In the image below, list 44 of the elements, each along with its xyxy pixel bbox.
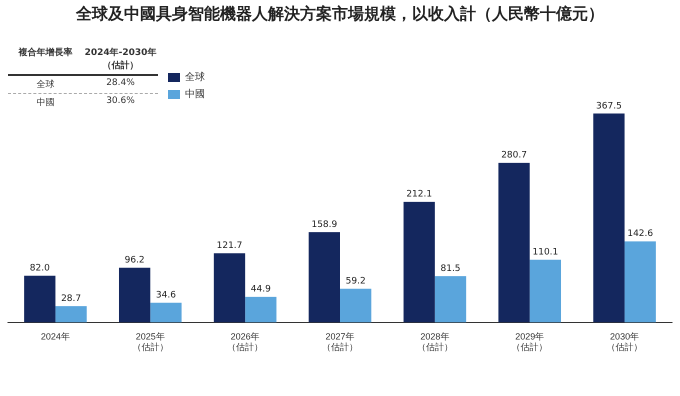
data-label: 82.0	[30, 264, 50, 274]
x-tick-label: 2029年（估計）	[512, 331, 548, 352]
data-label: 34.6	[156, 290, 176, 301]
text: 30.6%	[105, 96, 136, 108]
data-label: 81.5	[440, 264, 461, 274]
legend-label: 中國	[185, 88, 205, 101]
data-label: 158.9	[311, 220, 338, 230]
data-label: 121.7	[216, 241, 242, 252]
x-tick-label: 2026年（估計）	[227, 331, 264, 352]
data-label: 59.2	[346, 276, 366, 287]
bar	[593, 113, 625, 322]
chart-title: 全球及中國具身智能機器人解決方案市場規模，以收入計（人民幣十億元）	[74, 4, 605, 25]
bar	[340, 288, 372, 322]
x-tick-label: 2025年（估計）	[132, 331, 168, 352]
bar	[150, 302, 182, 322]
x-tick-label: 2024年	[40, 331, 70, 342]
data-label: 110.1	[532, 248, 558, 258]
bar	[118, 268, 150, 322]
x-tick-label: 2030年（估計）	[606, 331, 643, 352]
data-label: 367.5	[596, 101, 622, 112]
x-tick-label: 2028年（估計）	[416, 331, 453, 352]
data-label: 44.9	[250, 284, 272, 295]
text: 28.4%	[105, 78, 136, 90]
bar	[498, 162, 530, 322]
bar	[404, 202, 435, 322]
bar	[624, 241, 656, 322]
text: 2024年-2030年（估計）	[84, 46, 158, 72]
bar	[530, 260, 562, 322]
bar	[24, 276, 56, 322]
bar	[55, 306, 87, 322]
legend-label: 全球	[185, 70, 205, 84]
bar	[214, 253, 246, 322]
bar	[434, 276, 466, 322]
text: 全球	[36, 78, 56, 91]
data-label: 212.1	[406, 190, 432, 200]
data-label: 96.2	[124, 256, 145, 266]
bar	[308, 232, 340, 322]
data-label: 280.7	[501, 150, 527, 161]
data-label: 142.6	[627, 229, 654, 240]
text: 中國	[36, 96, 56, 109]
x-tick-label: 2027年（估計）	[322, 331, 358, 352]
text: 複合年增長率	[17, 46, 74, 60]
bar	[245, 296, 276, 322]
data-label: 28.7	[61, 294, 82, 304]
